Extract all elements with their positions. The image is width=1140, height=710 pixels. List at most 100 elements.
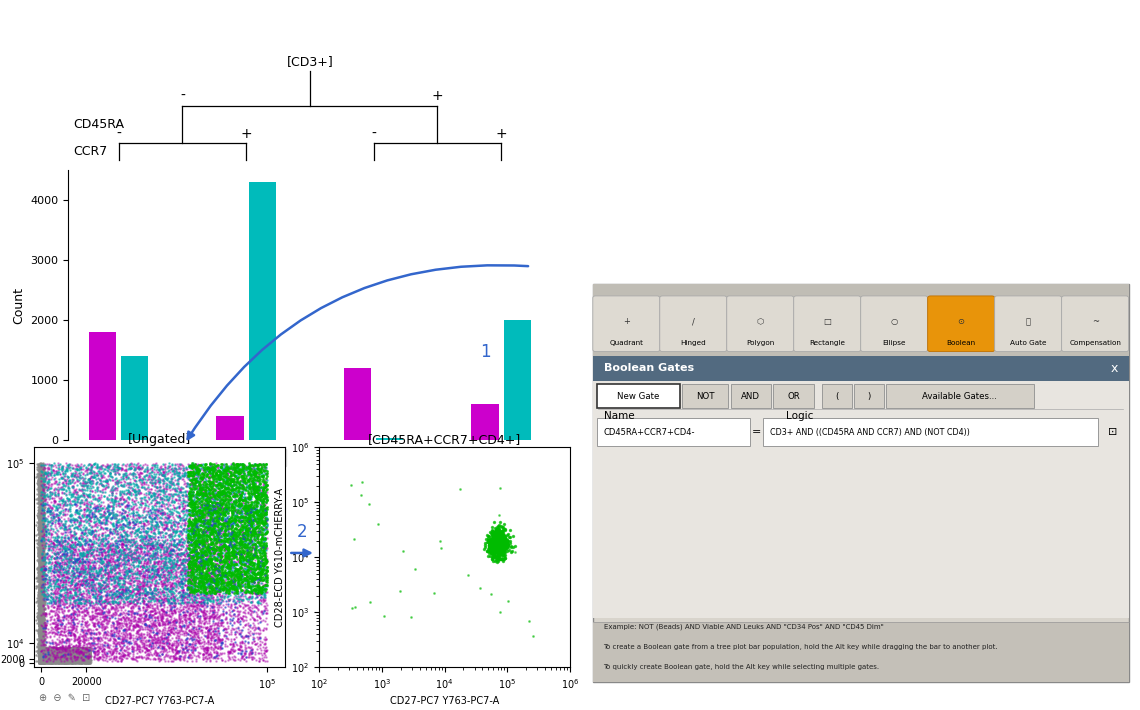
Point (192, 591, 210, 603)
Point (215, 527, 234, 538)
Point (55, 623, 73, 635)
Point (217, 474, 235, 485)
Point (235, 610, 253, 621)
Point (211, 467, 229, 479)
Point (67, 644, 86, 655)
Point (34, 630, 52, 642)
Point (221, 535, 239, 547)
Point (197, 495, 215, 506)
Point (176, 606, 194, 618)
Point (38, 649, 56, 660)
Point (207, 601, 226, 613)
Point (205, 564, 223, 576)
Point (47, 592, 65, 604)
Point (184, 470, 202, 481)
Point (103, 474, 121, 486)
Point (54, 645, 72, 656)
Point (196, 476, 214, 487)
Point (131, 587, 149, 599)
Point (31, 644, 49, 655)
Point (129, 559, 147, 571)
Point (31, 486, 49, 498)
Point (121, 535, 139, 547)
Point (33, 459, 51, 470)
Point (488, 537, 506, 549)
Point (203, 480, 221, 491)
Point (141, 631, 160, 643)
Point (192, 599, 210, 610)
Point (124, 567, 142, 578)
Point (108, 535, 127, 547)
Point (32, 521, 50, 532)
Point (162, 552, 180, 563)
Point (128, 651, 146, 662)
Point (251, 483, 269, 494)
Point (121, 630, 139, 641)
Point (31, 535, 49, 546)
Point (51, 458, 70, 469)
Point (487, 533, 505, 545)
Point (31, 608, 49, 620)
Point (59, 475, 78, 486)
Point (163, 494, 181, 506)
Point (188, 537, 206, 548)
Point (113, 537, 131, 549)
Point (185, 548, 203, 559)
Point (182, 527, 201, 538)
Point (40, 493, 58, 504)
Point (55, 643, 73, 654)
Point (480, 539, 498, 550)
Point (73, 560, 91, 572)
Point (142, 538, 161, 550)
Point (497, 535, 515, 546)
Point (144, 621, 162, 632)
Point (156, 559, 174, 570)
Point (124, 527, 142, 538)
Point (180, 652, 198, 664)
Point (179, 550, 197, 561)
Point (65, 619, 83, 630)
Point (32, 571, 50, 582)
Point (179, 505, 197, 516)
Point (54, 644, 72, 655)
Point (238, 502, 256, 513)
Point (247, 496, 266, 507)
Point (63, 547, 81, 559)
Point (90, 578, 108, 589)
Point (39, 591, 57, 602)
Point (73, 654, 91, 665)
Point (108, 461, 127, 472)
Point (179, 469, 197, 480)
Point (149, 637, 168, 648)
Point (243, 534, 261, 545)
Point (244, 576, 262, 587)
Point (56, 650, 74, 662)
Point (41, 654, 59, 665)
Point (56, 646, 74, 657)
Point (205, 537, 223, 549)
Point (56, 595, 74, 606)
Point (46, 645, 64, 656)
Point (92, 557, 111, 569)
Point (214, 583, 233, 594)
Point (28, 596, 47, 607)
Point (90, 643, 108, 655)
Point (38, 650, 56, 662)
Point (162, 589, 180, 600)
Point (203, 568, 221, 579)
Point (212, 535, 230, 546)
Point (32, 526, 50, 537)
Point (32, 473, 50, 484)
Point (203, 582, 221, 594)
Point (59, 635, 78, 646)
Point (182, 556, 201, 567)
Point (33, 471, 51, 482)
Point (63, 601, 81, 613)
Point (96, 564, 114, 575)
Point (481, 536, 499, 547)
Point (490, 535, 508, 546)
Point (60, 642, 79, 653)
Point (59, 634, 78, 645)
Point (169, 516, 187, 528)
Point (99, 550, 117, 561)
